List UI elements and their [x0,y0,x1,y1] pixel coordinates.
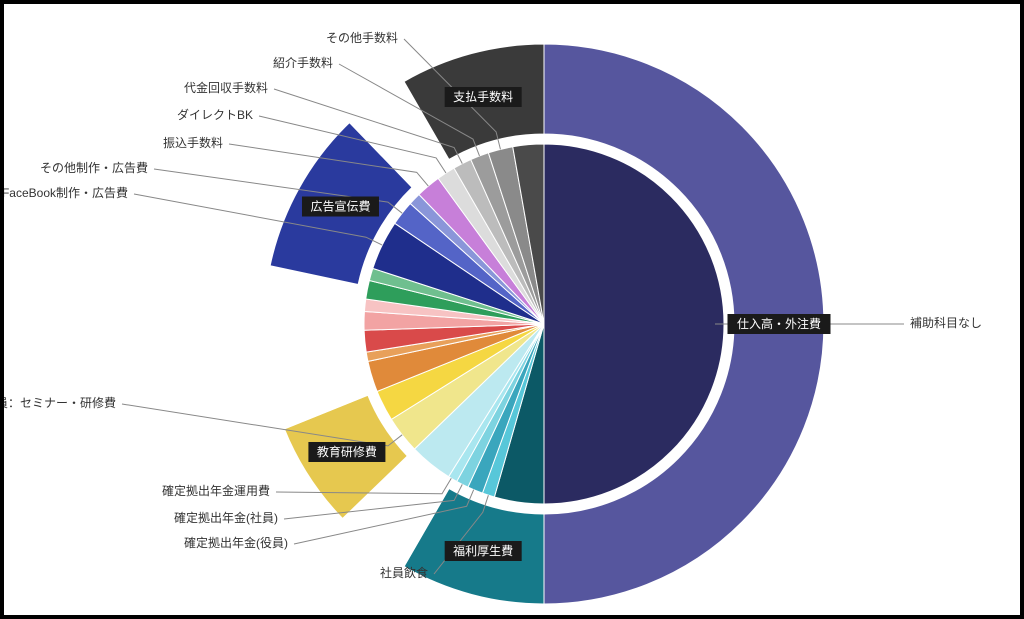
leader-label: 補助科目なし [910,316,982,330]
leader-label: その他手数料 [326,30,398,45]
leader-label: 紹介手数料 [273,55,333,70]
leader-label: その他制作・広告費 [40,160,148,175]
category-label: 支払手数料 [453,89,513,104]
leader-label: 代金回収手数料 [184,80,268,95]
leader-label: ダイレクトBK [177,107,253,122]
leader-label: FaceBook制作・広告費 [4,185,128,200]
leader-label: 振込手数料 [163,135,223,150]
leader-label: 確定拠出年金運用費 [162,483,270,498]
leader-label: 確定拠出年金(役員) [184,535,288,550]
sunburst-chart: 補助科目なし社員飲食 確定拠出年金(役員) 確定拠出年金(社員) 確定拠出年金運用費 役… [4,4,1020,615]
leader-label: 確定拠出年金(社員) [174,510,278,525]
category-label: 教育研修費 [317,444,377,459]
leader-label: 社員飲食 [380,565,428,580]
chart-frame: 補助科目なし社員飲食 確定拠出年金(役員) 確定拠出年金(社員) 確定拠出年金運用費 役… [0,0,1024,619]
category-label: 広告宣伝費 [310,199,370,214]
leader-label: 役員：セミナー・研修費 [4,395,116,410]
category-label: 仕入高・外注費 [737,316,821,331]
category-label: 福利厚生費 [453,543,513,558]
